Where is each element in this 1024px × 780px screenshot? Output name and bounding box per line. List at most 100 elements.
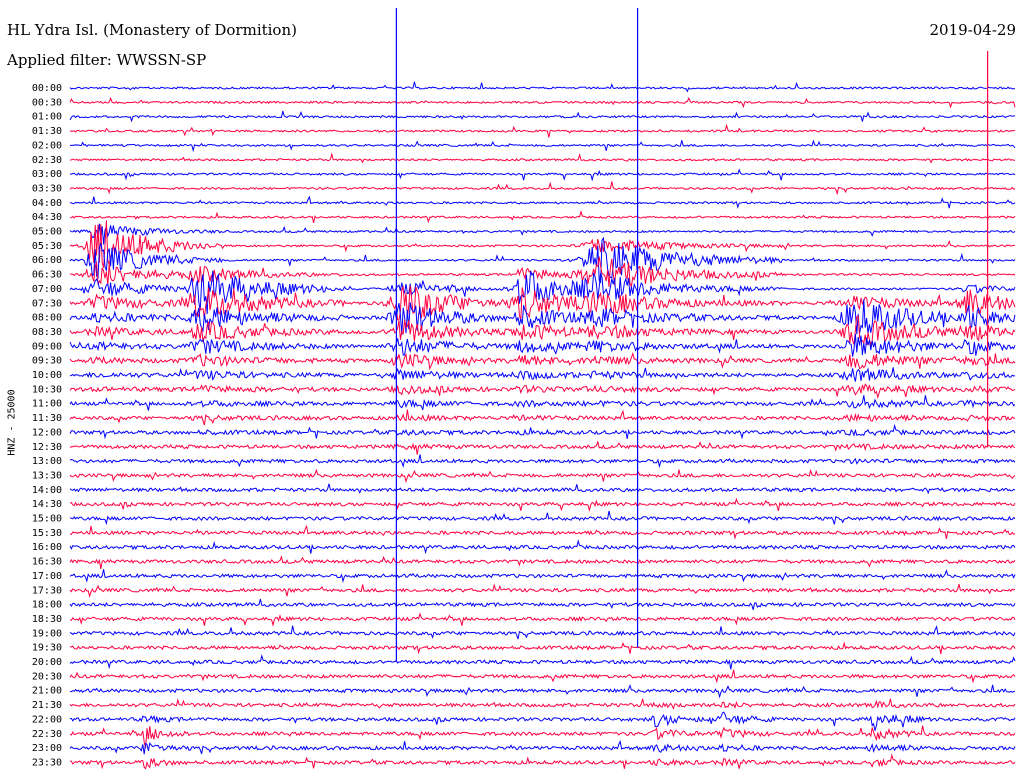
time-label: 18:30 bbox=[32, 614, 62, 625]
time-label: 23:30 bbox=[32, 757, 62, 768]
trace-row bbox=[69, 539, 1016, 555]
time-labels: 00:00 00:30 01:00 01:30 02:00 02:30 03:00 03:30… bbox=[32, 83, 62, 768]
time-label: 01:30 bbox=[32, 126, 62, 137]
trace-row bbox=[69, 583, 1016, 599]
trace-row bbox=[69, 468, 1016, 484]
time-label: 05:30 bbox=[32, 241, 62, 252]
time-label: 07:30 bbox=[32, 298, 62, 309]
trace-row bbox=[69, 598, 1016, 610]
trace-row bbox=[69, 569, 1016, 584]
station-title: HL Ydra Isl. (Monastery of Dormition) bbox=[7, 21, 297, 39]
trace-row bbox=[69, 81, 1016, 93]
time-label: 17:00 bbox=[32, 571, 62, 582]
time-label: 13:00 bbox=[32, 456, 62, 467]
trace-row bbox=[69, 698, 1016, 710]
time-label: 02:00 bbox=[32, 140, 62, 151]
time-label: 23:00 bbox=[32, 743, 62, 754]
trace-row bbox=[69, 669, 1016, 684]
trace-row bbox=[69, 334, 1016, 357]
time-label: 15:00 bbox=[32, 514, 62, 525]
trace-row bbox=[69, 236, 1016, 284]
seismic-traces bbox=[69, 8, 1016, 770]
time-label: 19:00 bbox=[32, 628, 62, 639]
trace-row bbox=[69, 223, 1016, 245]
trace-row bbox=[69, 641, 1016, 655]
time-label: 21:00 bbox=[32, 686, 62, 697]
trace-row bbox=[69, 654, 1016, 670]
time-label: 10:30 bbox=[32, 384, 62, 395]
time-label: 15:30 bbox=[32, 528, 62, 539]
trace-row bbox=[69, 409, 1016, 426]
trace-row bbox=[69, 195, 1016, 209]
trace-row bbox=[69, 497, 1016, 513]
time-label: 12:30 bbox=[32, 442, 62, 453]
time-label: 05:00 bbox=[32, 227, 62, 238]
y-axis-label: HNZ - 25000 bbox=[6, 389, 18, 456]
time-label: 14:00 bbox=[32, 485, 62, 496]
trace-row bbox=[69, 423, 1016, 440]
trace-row bbox=[69, 625, 1016, 640]
time-label: 01:00 bbox=[32, 112, 62, 123]
time-label: 03:30 bbox=[32, 183, 62, 194]
time-label: 06:30 bbox=[32, 270, 62, 281]
time-label: 09:30 bbox=[32, 356, 62, 367]
trace-row bbox=[69, 256, 1016, 289]
trace-row bbox=[69, 383, 1016, 400]
trace-row bbox=[69, 483, 1016, 495]
time-label: 09:00 bbox=[32, 341, 62, 352]
date-label: 2019-04-29 bbox=[929, 21, 1016, 39]
trace-row bbox=[69, 285, 1016, 321]
time-label: 08:30 bbox=[32, 327, 62, 338]
trace-row bbox=[69, 220, 1016, 268]
trace-row bbox=[69, 725, 1016, 749]
trace-row bbox=[69, 555, 1016, 569]
trace-row bbox=[69, 352, 1016, 371]
trace-row bbox=[69, 110, 1016, 123]
trace-row bbox=[69, 315, 1016, 347]
trace-row bbox=[69, 454, 1016, 469]
trace-row bbox=[69, 152, 1015, 164]
trace-row bbox=[69, 270, 1016, 315]
time-label: 16:30 bbox=[32, 557, 62, 568]
trace-row bbox=[70, 683, 1016, 699]
trace-row bbox=[69, 210, 1016, 224]
time-label: 00:30 bbox=[32, 97, 62, 108]
time-label: 11:00 bbox=[32, 399, 62, 410]
time-label: 06:00 bbox=[32, 255, 62, 266]
trace-row bbox=[70, 524, 1016, 540]
trace-row bbox=[69, 139, 1016, 153]
time-label: 17:30 bbox=[32, 585, 62, 596]
time-label: 22:00 bbox=[32, 714, 62, 725]
time-label: 00:00 bbox=[32, 83, 62, 94]
time-label: 03:00 bbox=[32, 169, 62, 180]
trace-row bbox=[69, 612, 1016, 627]
time-label: 13:30 bbox=[32, 470, 62, 481]
trace-row bbox=[69, 123, 1016, 138]
trace-row bbox=[69, 440, 1016, 455]
trace-row bbox=[69, 181, 1015, 196]
time-label: 07:00 bbox=[32, 284, 62, 295]
trace-row bbox=[70, 711, 1016, 731]
time-label: 14:30 bbox=[32, 499, 62, 510]
trace-row bbox=[69, 367, 1016, 382]
time-label: 19:30 bbox=[32, 643, 62, 654]
time-label: 20:00 bbox=[32, 657, 62, 668]
time-label: 16:00 bbox=[32, 542, 62, 553]
time-label: 22:30 bbox=[32, 729, 62, 740]
trace-row bbox=[69, 753, 1016, 770]
time-label: 08:00 bbox=[32, 313, 62, 324]
trace-row bbox=[69, 299, 1016, 336]
time-label: 02:30 bbox=[32, 155, 62, 166]
time-label: 04:00 bbox=[32, 198, 62, 209]
trace-row bbox=[69, 510, 1016, 526]
time-label: 04:30 bbox=[32, 212, 62, 223]
trace-row bbox=[69, 168, 1016, 182]
trace-row bbox=[69, 739, 1016, 755]
time-label: 11:30 bbox=[32, 413, 62, 424]
filter-label: Applied filter: WWSSN-SP bbox=[7, 51, 207, 69]
time-label: 10:00 bbox=[32, 370, 62, 381]
time-label: 12:00 bbox=[32, 427, 62, 438]
time-label: 20:30 bbox=[32, 671, 62, 682]
time-label: 21:30 bbox=[32, 700, 62, 711]
